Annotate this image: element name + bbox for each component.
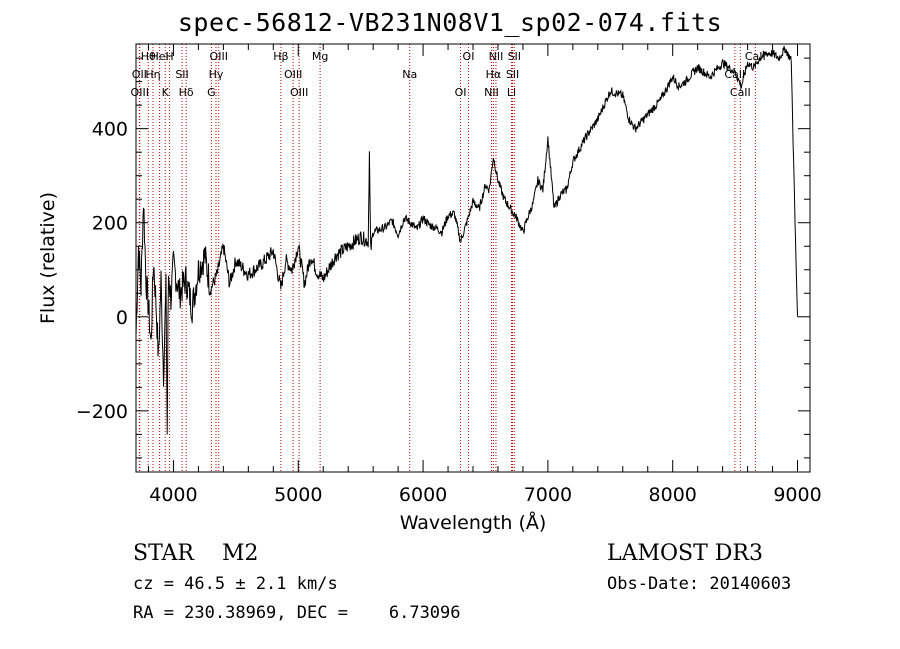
emission-line-label: Na [402,68,417,81]
plot-frame [135,43,811,473]
x-tick-label: 8000 [649,484,697,506]
emission-line-label: SII [508,50,521,63]
x-tick-label: 5000 [274,484,322,506]
emission-line-label: OIII [131,86,149,99]
emission-line-label: NII [484,86,499,99]
spectrum-line [135,45,798,435]
x-axis-label: Wavelength (Å) [400,511,547,534]
emission-line-label: CaII [724,68,745,81]
emission-line-label: NII [489,50,504,63]
x-tick-label: 9000 [773,484,821,506]
emission-line-label: HeI [150,50,168,63]
emission-line-label: Hη [145,68,160,81]
x-tick-label: 7000 [524,484,572,506]
emission-line-label: OIII [290,86,308,99]
emission-line-label: Li [507,86,516,99]
spectrum-plot: 4000 5000 6000 7000 8000 9000 −200 0 200 400 Wavel… [37,43,822,534]
observation-date: Obs-Date: 20140603 [607,574,792,594]
star-classification: STAR M2 [133,541,259,566]
emission-line-label: CaII [745,50,766,63]
y-tick-label: −200 [76,401,128,423]
coordinates-text: RA = 230.38969, DEC = 6.73096 [133,603,461,623]
emission-line-label: OIII [284,68,302,81]
y-tick-label: 200 [92,213,128,235]
emission-line-label: Hθ [141,50,156,63]
axes: 4000 5000 6000 7000 8000 9000 −200 0 200 400 Wavel… [37,43,822,534]
redshift-text: cz = 46.5 ± 2.1 km/s [133,574,338,594]
emission-line-label: H [165,50,173,63]
y-tick-label: 0 [116,307,128,329]
emission-line-labels: HθOIIOIIIHeIHηKHSIIHδOIIIHγGHβOIIIOIIIMg… [131,50,766,99]
emission-line-label: OII [132,68,147,81]
emission-line-label: Mg [312,50,328,63]
emission-line-label: OI [455,86,467,99]
chart-title: spec-56812-VB231N08V1_sp02-074.fits [177,8,723,37]
emission-line-label: G [207,86,216,99]
emission-line-label: OI [463,50,475,63]
emission-line-label: Hα [486,68,502,81]
emission-line-label: Hδ [179,86,194,99]
y-axis-label: Flux (relative) [37,192,59,324]
spectrum-series [135,45,798,435]
emission-line-label: CaII [730,86,751,99]
emission-line-label: SII [175,68,188,81]
emission-line-label: Hγ [209,68,224,81]
emission-line-label: OIII [210,50,228,63]
emission-line-label: SII [506,68,519,81]
emission-line-label: K [162,86,170,99]
y-tick-label: 400 [92,119,128,141]
x-tick-label: 6000 [399,484,447,506]
emission-line-label: Hβ [273,50,288,63]
x-tick-label: 4000 [149,484,197,506]
survey-name: LAMOST DR3 [607,541,763,566]
emission-line-markers [138,44,756,472]
